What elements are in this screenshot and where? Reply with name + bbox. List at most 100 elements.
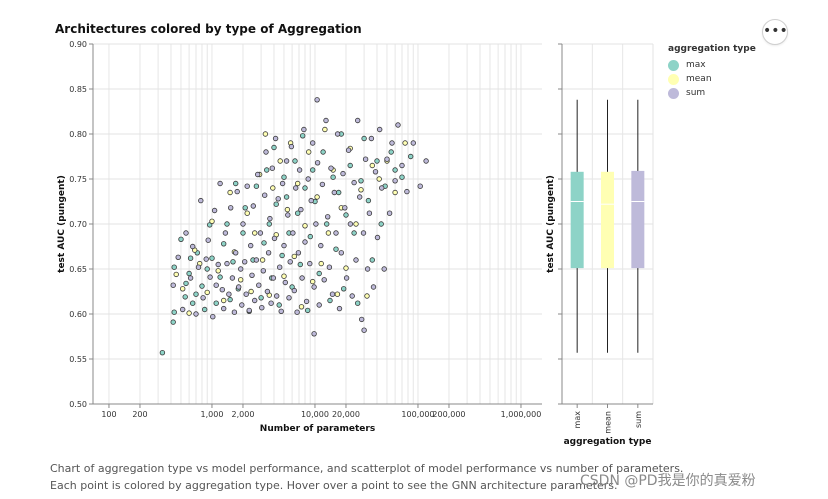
scatter-point-mean [173,271,179,278]
scatter-point-mean [358,187,364,193]
scatter-point-mean [364,293,370,299]
scatter-point-sum [328,165,334,171]
legend-item-max[interactable]: max [668,58,756,72]
scatter-point-max [279,252,285,259]
box-max [570,171,584,269]
scatter-point-sum [224,260,230,267]
scatter-point-sum [313,221,319,227]
scatter-point-sum [417,183,423,189]
scatter-point-sum [295,250,302,256]
scatter-point-sum [384,156,390,162]
scatter-point-sum [235,284,242,290]
more-options-button[interactable]: ••• [762,19,788,45]
legend: aggregation type max mean sum [668,44,756,100]
scatter-point-mean [325,230,332,236]
scatter-point-mean [209,218,215,224]
scatter-point-max [351,230,357,236]
scatter-point-max [365,197,372,204]
scatter-point-sum [318,242,324,249]
box-sum [631,170,645,269]
scatter-point-max [170,319,176,325]
scatter-point-sum [260,268,266,274]
scatter-point-sum [377,126,383,133]
scatter-point-mean [244,210,250,216]
scatter-point-max [240,230,246,236]
scatter-point-sum [303,298,310,305]
scatter-point-sum [222,230,229,236]
scatter-point-sum [241,259,248,265]
scatter-point-max [171,309,177,315]
x-tick-label: 100,000 [401,410,434,419]
scatter-point-sum [329,291,336,297]
scatter-point-sum [205,237,211,243]
legend-title: aggregation type [668,44,756,54]
scatter-point-sum [278,308,284,314]
scatter-point-sum [291,287,297,294]
legend-item-sum[interactable]: sum [668,86,756,100]
scatter-grid [93,43,542,405]
scatter-point-max [209,255,215,261]
scatter-point-sum [399,162,405,169]
scatter-point-mean [270,185,276,191]
box-x-tick-label: sum [634,411,643,428]
scatter-point-max [355,300,361,306]
scatter-point-sum [334,131,341,137]
scatter-point-sum [240,221,246,227]
scatter-point-max [316,270,322,277]
scatter-point-sum [343,275,350,281]
scatter-point-sum [336,305,343,312]
scatter-point-sum [349,293,355,299]
scatter-point-max [242,205,248,211]
scatter-point-sum [372,169,379,175]
y-tick-label: 0.55 [69,355,87,364]
scatter-point-max [302,185,308,191]
y-tick-label: 0.50 [69,400,87,409]
scatter-point-sum [290,230,296,236]
scatter-point-mean [179,286,186,292]
scatter-point-sum [323,117,329,124]
scatter-point-sum [283,158,290,164]
scatter-point-max [230,259,236,265]
x-tick-label: 1,000 [201,410,224,419]
scatter-point-sum [243,291,249,297]
scatter-point-mean [237,277,244,283]
scatter-point-sum [268,300,274,306]
scatter-point-sum [333,230,339,236]
scatter-point-sum [270,275,277,281]
watermark: CSDN @PD我是你的真爱粉 [580,473,756,489]
scatter-point-max [182,294,188,300]
scatter-point-sum [229,275,236,281]
scatter-point-sum [217,180,223,187]
scatter-point-max [292,158,298,164]
scatter-point-sum [232,250,239,256]
scatter-point-max [258,295,264,301]
scatter-point-sum [207,274,213,280]
scatter-point-sum [314,160,321,166]
x-tick-label: 200,000 [432,410,465,419]
scatter-point-sum [253,257,260,263]
scatter-point-max [297,261,303,268]
scatter-point-max [171,264,177,270]
scatter-point-max [300,133,306,139]
scatter-point-max [193,291,199,297]
scatter-point-sum [288,143,295,150]
scatter-point-mean [392,189,398,196]
y-tick-label: 0.90 [69,40,87,49]
scatter-point-sum [195,264,202,270]
scatter-point-mean [277,158,283,164]
scatter-point-sum [251,297,258,304]
scatter-point-max [330,174,336,180]
scatter-point-mean [353,221,359,227]
scatter-point-mean [298,304,305,310]
scatter-points [159,97,429,356]
scatter-point-max [305,307,311,314]
scatter-point-sum [342,205,348,211]
scatter-point-sum [351,179,357,186]
y-tick-label: 0.70 [69,220,87,229]
scatter-point-sum [250,203,256,209]
scatter-point-sum [175,254,181,260]
legend-item-mean[interactable]: mean [668,72,756,86]
legend-label-max: max [686,60,706,70]
scatter-point-sum [198,197,204,204]
